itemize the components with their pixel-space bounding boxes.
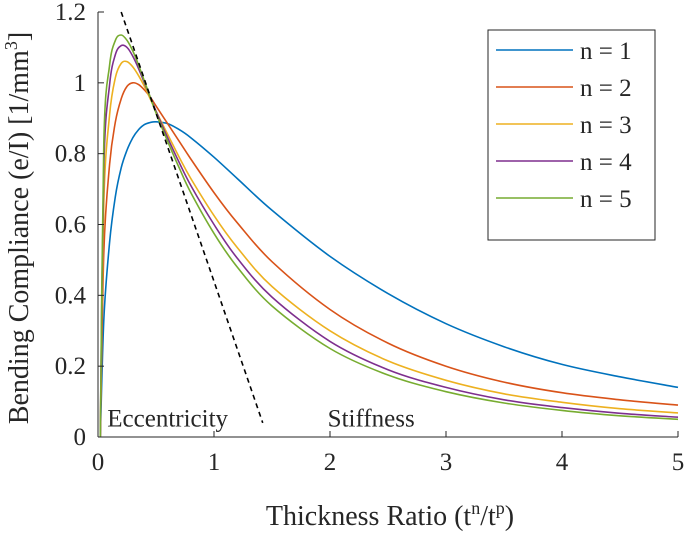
legend-label-n-4: n = 4 <box>580 149 632 176</box>
annotation-eccentricity: Eccentricity <box>107 405 228 432</box>
x-axis-label-end: ) <box>505 501 514 532</box>
x-tick-label: 4 <box>556 449 569 476</box>
annotation-layer: Eccentricity Stiffness <box>107 405 414 432</box>
y-axis-label-main: Bending Compliance (e/I) [1/mm <box>4 50 35 424</box>
legend-label-n-5: n = 5 <box>580 186 632 213</box>
legend-box <box>487 29 656 241</box>
legend-label-n-1: n = 1 <box>580 38 632 65</box>
y-tick-label: 1.2 <box>55 0 86 26</box>
annotation-stiffness: Stiffness <box>328 405 415 432</box>
x-axis-label-main: Thickness Ratio (t <box>266 501 472 532</box>
series-line-n-2 <box>99 81 679 438</box>
x-tick-label: 3 <box>440 449 453 476</box>
x-tick-label: 0 <box>92 449 105 476</box>
x-axis-label-sup-p: p <box>496 498 505 518</box>
axes-layer: 0 1 2 3 4 5 0 0.2 0.4 0.6 0.8 1 1.2 <box>55 0 685 476</box>
series-line-n-4 <box>99 44 679 438</box>
y-tick-label: 0 <box>74 424 87 451</box>
legend-label-n-2: n = 2 <box>580 75 632 102</box>
x-tick-label: 2 <box>324 449 337 476</box>
y-axis-label-end: ] <box>4 32 35 41</box>
x-axis-label-sup-n: n <box>471 498 480 518</box>
y-tick-label: 0.8 <box>55 141 86 168</box>
series-line-n-5 <box>99 34 679 438</box>
series-layer <box>99 11 679 438</box>
x-tick-label: 1 <box>208 449 221 476</box>
y-axis-label-sup: 3 <box>1 41 21 50</box>
y-tick-label: 0.2 <box>55 353 86 380</box>
y-tick-label: 0.4 <box>55 282 87 309</box>
boundary-dashed-line <box>120 11 264 424</box>
y-axis-label: Bending Compliance (e/I) [1/mm3] <box>1 32 35 424</box>
legend: n = 1 n = 2 n = 3 n = 4 n = 5 <box>487 29 656 241</box>
x-axis-label: Thickness Ratio (tn/tp) <box>266 498 514 532</box>
legend-label-n-3: n = 3 <box>580 112 632 139</box>
x-tick-label: 5 <box>672 449 685 476</box>
x-axis-label-mid: /t <box>480 501 496 532</box>
series-line-n-3 <box>99 60 679 438</box>
series-line-n-1 <box>99 120 679 438</box>
y-tick-label: 1 <box>74 70 87 97</box>
y-tick-label: 0.6 <box>55 212 86 239</box>
